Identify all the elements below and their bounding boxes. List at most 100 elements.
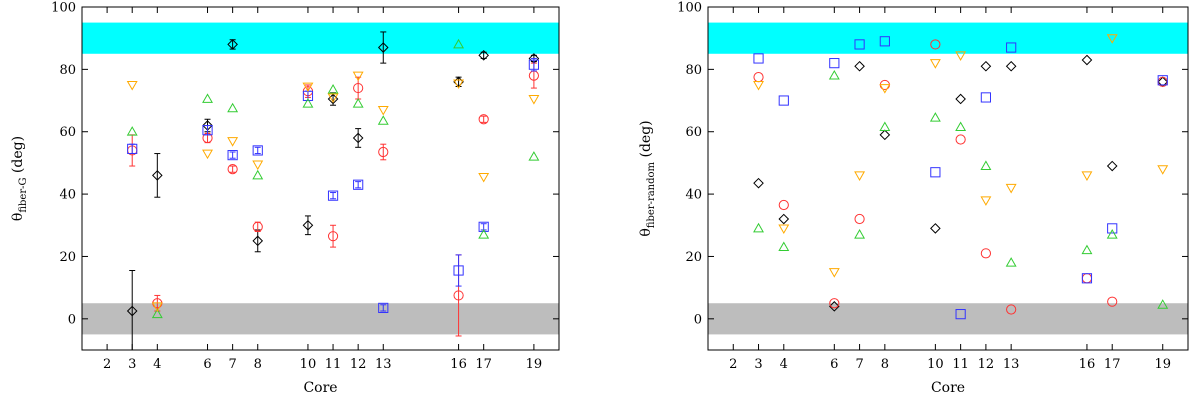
triangle-down-point (854, 171, 866, 181)
x-tick-label: 6 (830, 357, 838, 372)
diamond-point (377, 42, 389, 53)
square-point (252, 145, 263, 156)
triangle-down-point (377, 105, 389, 116)
y-tick-label: 20 (59, 250, 76, 265)
square-point (980, 92, 991, 103)
x-tick-label: 13 (375, 357, 392, 372)
plot-area (126, 31, 540, 350)
y-axis-title-subscript: fiber-random (646, 161, 657, 228)
plot-frame (81, 6, 560, 351)
triangle-down-point (227, 137, 239, 147)
y-tick-label: 20 (685, 250, 702, 265)
triangle-up-point (929, 112, 941, 122)
x-tick-label: 4 (153, 357, 161, 372)
diamond-point (879, 129, 891, 141)
triangle-up-point (352, 98, 364, 108)
x-tick-label: 7 (228, 357, 236, 372)
diamond-point (1005, 60, 1017, 72)
y-axis-title: θfiber-random (deg) (638, 120, 657, 236)
diamond-point (352, 132, 364, 144)
triangle-down-point (252, 160, 264, 171)
circle-point (753, 72, 764, 83)
square-point (829, 58, 840, 69)
square-point (778, 95, 789, 106)
circle-point (453, 290, 464, 301)
triangle-up-point (879, 121, 891, 131)
y-tick-label: 0 (694, 312, 702, 327)
triangle-down-point (352, 71, 364, 82)
circle-point (1081, 273, 1093, 284)
diamond-point (478, 50, 489, 61)
circle-point (353, 82, 364, 94)
plot-frame (707, 6, 1189, 351)
triangle-up-point (377, 115, 389, 125)
y-axis-title-symbol: θ (638, 228, 654, 236)
circle-point (930, 39, 941, 50)
diamond-point (829, 301, 840, 312)
x-tick-label: 13 (1003, 357, 1020, 372)
plot-area (753, 34, 1169, 320)
circle-point (980, 248, 991, 259)
x-tick-label: 17 (475, 357, 492, 372)
x-tick-label: 2 (103, 357, 111, 372)
circle-point (227, 164, 238, 175)
circle-point (252, 221, 263, 232)
x-tick-label: 4 (780, 357, 788, 372)
x-axis-title: Core (303, 380, 337, 396)
circle-point (478, 114, 489, 125)
square-point (353, 179, 364, 190)
diamond-point (227, 39, 238, 50)
perpendicular-band (708, 303, 1188, 335)
diamond-point (252, 235, 264, 247)
square-point (955, 309, 966, 320)
triangle-down-point (528, 95, 540, 105)
triangle-up-point (302, 98, 314, 108)
triangle-up-point (202, 93, 213, 103)
triangle-up-point (327, 84, 339, 94)
x-tick-label: 11 (325, 357, 342, 372)
square-point (1081, 273, 1093, 284)
square-point (1006, 42, 1017, 53)
panel-left: 0 20 40 60 80 100 2 3 4 6 7 8 10 11 12 13 16 17 19 Core θfib… (10, 1, 560, 396)
y-axis-title-subscript: fiber-G (18, 178, 29, 213)
x-tick-label: 16 (1079, 357, 1096, 372)
y-tick-label: 60 (59, 125, 76, 140)
triangle-down-point (1106, 34, 1118, 44)
triangle-down-point (980, 196, 992, 206)
perpendicular-band (82, 303, 559, 335)
triangle-up-point (1081, 244, 1093, 255)
square-point (202, 125, 213, 136)
y-axis-title-symbol: θ (10, 213, 26, 221)
x-tick-label: 2 (729, 357, 737, 372)
y-tick-label: 0 (68, 312, 76, 327)
triangle-up-point (528, 151, 540, 161)
y-tick-label: 80 (685, 63, 702, 78)
square-point (127, 143, 138, 154)
triangle-down-point (879, 84, 891, 94)
triangle-up-point (980, 160, 992, 170)
y-axis-title: θfiber-G (deg) (10, 136, 29, 221)
diamond-point (980, 60, 992, 72)
triangle-up-point (828, 69, 840, 80)
triangle-down-point (453, 79, 465, 90)
circle-point (327, 231, 339, 242)
triangle-down-point (202, 149, 213, 160)
y-tick-label: 100 (51, 1, 76, 16)
x-tick-label: 11 (952, 357, 969, 372)
x-tick-label: 8 (881, 357, 889, 372)
diamond-point (753, 177, 764, 189)
diamond-point (152, 170, 163, 181)
square-point (453, 265, 464, 276)
square-point (528, 59, 539, 70)
x-tick-label: 19 (526, 357, 543, 372)
triangle-down-point (753, 81, 764, 91)
x-tick-label: 7 (855, 357, 863, 372)
triangle-up-point (151, 308, 163, 319)
square-point (930, 167, 941, 178)
square-point (753, 53, 764, 64)
triangle-down-point (478, 172, 490, 183)
x-tick-label: 10 (300, 357, 317, 372)
square-point (854, 39, 865, 50)
diamond-point (1106, 160, 1118, 172)
